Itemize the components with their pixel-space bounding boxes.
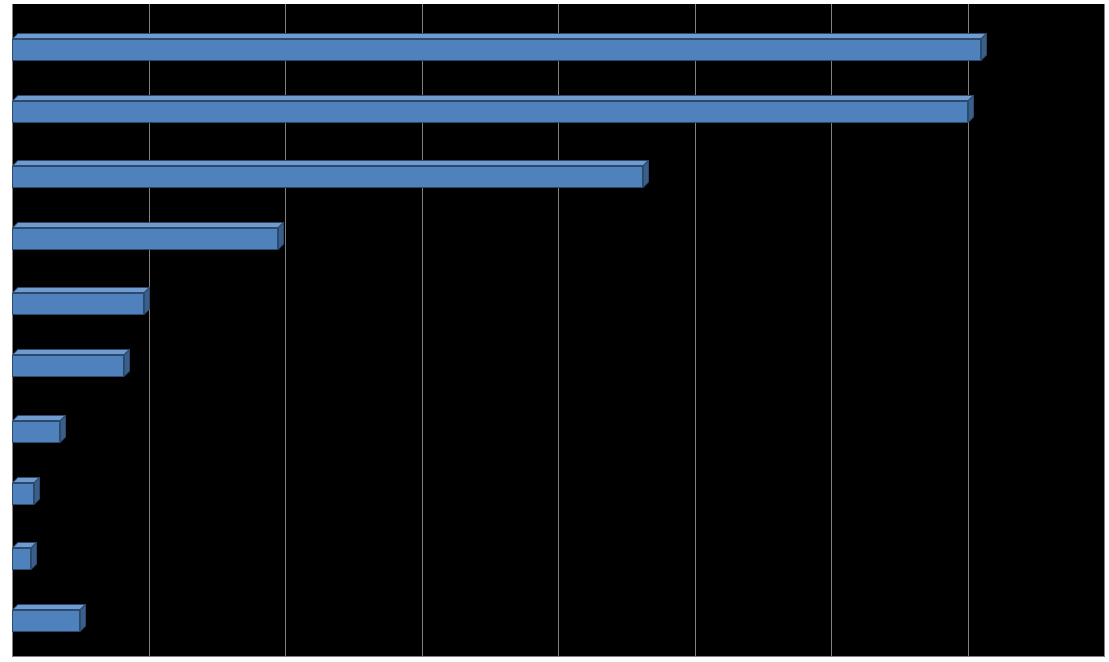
axis-floor: [12, 656, 1105, 657]
bar-side-face: [144, 287, 150, 315]
bar-front: [12, 293, 144, 315]
bar-2: [12, 101, 974, 123]
bar-side-face: [643, 160, 649, 188]
gridline: [1104, 4, 1105, 657]
bar-side-face: [968, 95, 974, 123]
bar-front: [12, 610, 80, 632]
bar-7: [12, 421, 66, 443]
bar-side-face: [981, 33, 987, 61]
bar-5: [12, 293, 150, 315]
plot-area: [12, 4, 1105, 657]
bar-3: [12, 166, 649, 188]
bar-side-face: [80, 604, 86, 632]
bar-10: [12, 610, 86, 632]
bar-front: [12, 421, 60, 443]
bar-side-face: [278, 222, 284, 250]
bar-front: [12, 483, 34, 505]
bar-side-face: [34, 477, 40, 505]
chart-container: [0, 0, 1109, 662]
bar-1: [12, 39, 987, 61]
bar-front: [12, 101, 968, 123]
bar-4: [12, 228, 284, 250]
bar-side-face: [60, 415, 66, 443]
bar-front: [12, 166, 643, 188]
bar-6: [12, 355, 130, 377]
bar-front: [12, 355, 124, 377]
bar-side-face: [124, 349, 130, 377]
bar-9: [12, 548, 37, 570]
bar-8: [12, 483, 40, 505]
bar-front: [12, 548, 31, 570]
bar-side-face: [31, 542, 37, 570]
bar-front: [12, 39, 981, 61]
bar-front: [12, 228, 278, 250]
